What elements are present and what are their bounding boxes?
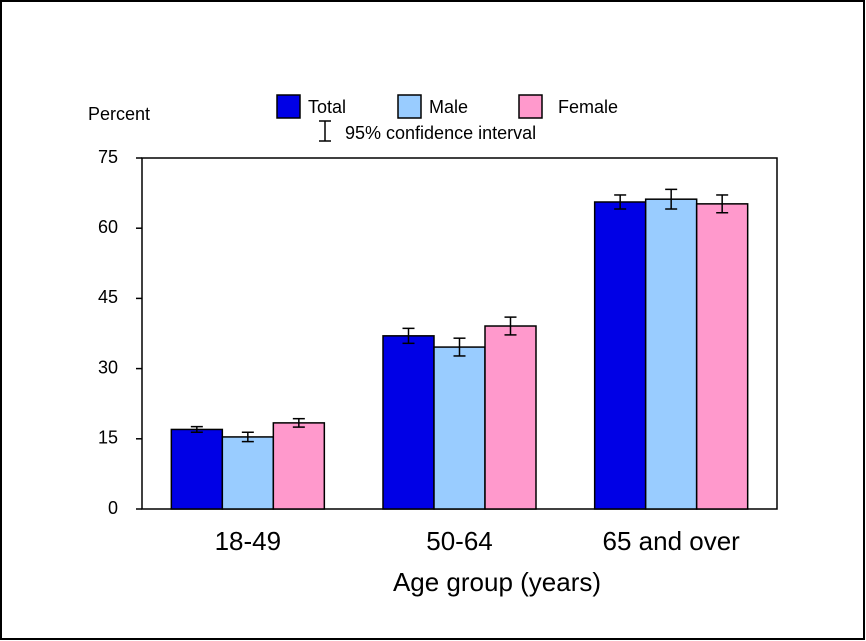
y-tick-label: 60 [98, 217, 118, 237]
x-tick-label: 18-49 [215, 526, 282, 556]
error-bar [190, 425, 203, 433]
ci-label: 95% confidence interval [345, 123, 536, 143]
error-bar [402, 327, 415, 345]
bar [593, 201, 647, 510]
legend-swatch [518, 94, 543, 119]
bar [272, 422, 326, 510]
error-bar [292, 417, 305, 428]
error-bar [614, 194, 627, 210]
y-tick-label: 0 [108, 498, 118, 518]
bar [644, 198, 698, 510]
bar [221, 436, 275, 510]
error-bar [241, 431, 254, 443]
x-axis-title: Age group (years) [393, 567, 601, 597]
legend-label: Total [308, 97, 346, 117]
y-tick-label: 45 [98, 287, 118, 307]
x-tick-label: 65 and over [603, 526, 741, 556]
bar [382, 335, 435, 510]
legend-swatch [276, 94, 301, 119]
legend-swatch [397, 94, 422, 119]
bar [695, 203, 749, 510]
ci-symbol [319, 120, 331, 142]
y-tick-label: 75 [98, 147, 118, 167]
y-tick-label: 30 [98, 357, 118, 377]
legend-label: Male [429, 97, 468, 117]
legend-label: Female [558, 97, 618, 117]
error-bar [453, 337, 466, 357]
y-tick-label: 15 [98, 428, 118, 448]
error-bar [716, 194, 729, 214]
error-bar [504, 316, 517, 336]
error-bar [665, 188, 678, 210]
bar [484, 325, 537, 510]
x-tick-label: 50-64 [426, 526, 493, 556]
bar [170, 428, 224, 510]
bar [433, 346, 486, 510]
y-axis-title: Percent [88, 104, 150, 124]
